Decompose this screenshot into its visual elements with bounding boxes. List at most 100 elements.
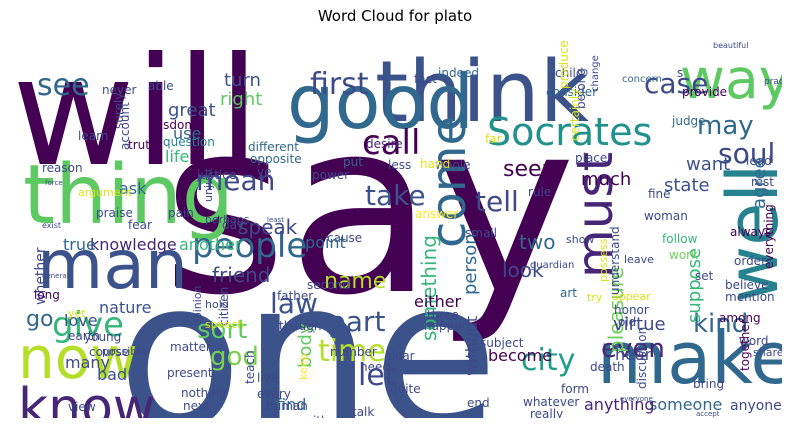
- word-case: case: [644, 67, 708, 100]
- word-among: among: [719, 311, 761, 325]
- word-friend: friend: [212, 263, 271, 287]
- word-set: set: [695, 269, 714, 283]
- word-child: child: [555, 66, 584, 80]
- word-perhaps: perhaps: [205, 213, 250, 226]
- word-citizen: citizen: [217, 287, 231, 326]
- word-father: father: [277, 289, 313, 303]
- word-provide: provide: [682, 85, 727, 99]
- word-well: well: [712, 164, 782, 303]
- word-show: show: [566, 233, 594, 246]
- word-share: share: [753, 346, 782, 359]
- word-view: view: [68, 400, 96, 414]
- word-either: either: [414, 292, 462, 311]
- word-god: god: [210, 342, 259, 372]
- word-belong: belong: [574, 68, 588, 109]
- word-able: able: [148, 79, 174, 93]
- word-make: make: [597, 316, 782, 400]
- word-sort: sort: [197, 315, 247, 345]
- word-kind: kind: [693, 309, 748, 339]
- word-keep: keep: [297, 353, 310, 380]
- word-mean: mean: [196, 164, 275, 197]
- word-may: may: [697, 111, 754, 141]
- word-wise: wise: [543, 414, 570, 418]
- word-hand: hand: [420, 157, 450, 171]
- word-cause: cause: [327, 231, 362, 245]
- word-fact: fact: [414, 72, 437, 86]
- word-something: something: [417, 235, 441, 341]
- word-city: city: [521, 343, 575, 378]
- word-become: become: [488, 346, 552, 365]
- word-person: person: [460, 233, 481, 295]
- word-fear: fear: [128, 218, 152, 232]
- word-need: need: [360, 360, 390, 374]
- word-agree: agree: [749, 157, 770, 209]
- word-account: account: [118, 102, 132, 150]
- word-human: human: [266, 399, 308, 413]
- word-hear: hear: [615, 345, 652, 364]
- word-seem: seem: [503, 157, 563, 182]
- word-possess: possess: [597, 238, 610, 282]
- word-place: place: [575, 151, 607, 165]
- word-answer: answer: [415, 207, 458, 221]
- word-great: great: [168, 100, 216, 121]
- word-force: force: [45, 179, 63, 187]
- word-form: form: [561, 382, 589, 396]
- word-try: try: [587, 291, 603, 304]
- word-surely: surely: [112, 93, 126, 129]
- word-without: without: [462, 316, 481, 376]
- word-everything: everything: [762, 204, 776, 269]
- word-many: many: [65, 353, 110, 372]
- word-live: live: [257, 371, 278, 385]
- word-happen: happen: [424, 319, 469, 333]
- word-suppose: suppose: [684, 248, 705, 323]
- word-say: say: [162, 68, 576, 348]
- word-life: life: [165, 147, 189, 166]
- word-small: small: [465, 226, 497, 240]
- word-course: course: [89, 345, 129, 359]
- word-thing: thing: [23, 148, 234, 243]
- word-bring: bring: [693, 377, 724, 391]
- word-accept: accept: [696, 410, 720, 418]
- word-see: see: [37, 68, 90, 103]
- word-less: less: [388, 158, 411, 172]
- word-unjust: unjust: [202, 167, 215, 202]
- word-think: think: [375, 43, 589, 142]
- word-give: give: [52, 305, 124, 345]
- word-put: put: [343, 155, 363, 169]
- word-lead: lead: [746, 154, 772, 168]
- word-wisdom: wisdom: [150, 118, 196, 132]
- word-one: one: [117, 237, 498, 418]
- word-number: number: [330, 345, 377, 359]
- word-woman: woman: [644, 209, 688, 223]
- word-lover: lover: [448, 322, 466, 330]
- word-whether: whether: [33, 247, 49, 305]
- word-though: though: [279, 319, 321, 333]
- word-power: power: [312, 168, 349, 182]
- word-know: know: [18, 378, 155, 418]
- word-understand: understand: [608, 226, 622, 295]
- word-end: end: [467, 396, 490, 410]
- word-fine: fine: [648, 187, 671, 201]
- word-pleasure: pleasure: [604, 267, 628, 353]
- word-anyone: anyone: [730, 398, 782, 414]
- word-old: old: [618, 315, 636, 329]
- word-believe: believe: [725, 278, 769, 292]
- word-clear: clear: [385, 349, 415, 363]
- word-law: law: [270, 287, 318, 320]
- word-quite: quite: [390, 382, 421, 396]
- word-whole: whole: [435, 158, 470, 172]
- word-argument: argument: [78, 186, 132, 199]
- word-yet: yet: [68, 307, 86, 320]
- word-every: every: [257, 387, 291, 401]
- word-beautiful: beautiful: [713, 41, 748, 50]
- word-want: want: [686, 154, 730, 175]
- word-let: let: [358, 358, 397, 393]
- word-never: never: [102, 83, 136, 97]
- word-opposite: opposite: [250, 152, 302, 166]
- word-change: change: [590, 55, 601, 92]
- word-rule: rule: [528, 185, 551, 199]
- word-come: come: [421, 116, 477, 248]
- word-order: order: [734, 254, 766, 268]
- word-body: body: [295, 323, 316, 368]
